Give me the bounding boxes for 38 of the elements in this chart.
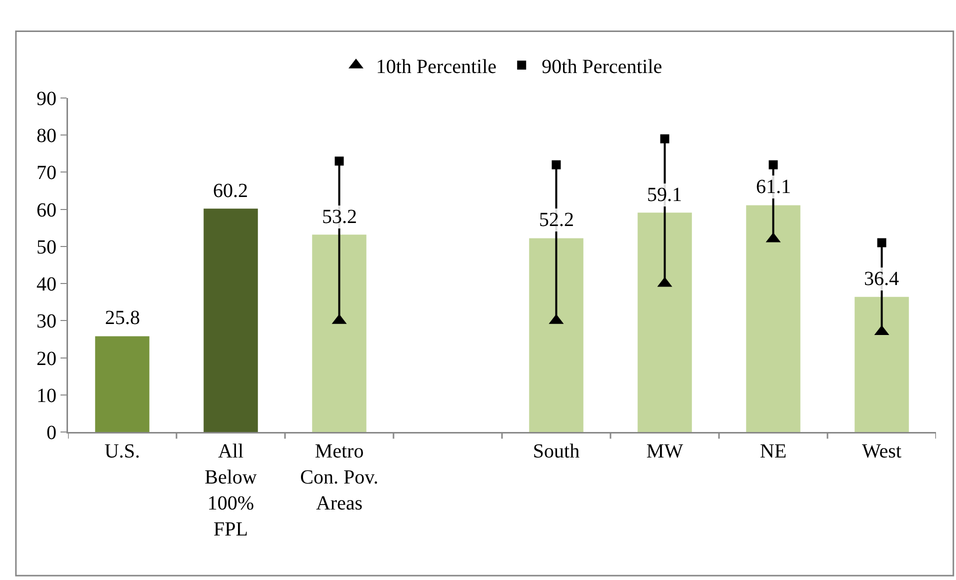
- y-tick-label: 80: [36, 125, 56, 148]
- x-tick-label: U.S.: [104, 440, 140, 462]
- y-tick-label: 40: [36, 274, 56, 296]
- x-tick-label: MW: [646, 440, 684, 462]
- y-tick-label: 70: [36, 162, 56, 184]
- bar: [312, 234, 366, 432]
- data-label: 61.1: [756, 176, 791, 198]
- bar: [529, 238, 584, 432]
- data-label: 59.1: [647, 184, 682, 206]
- y-tick-label: 30: [36, 310, 56, 333]
- y-tick-label: 60: [36, 199, 56, 222]
- x-tick-label: Metro Con. Pov. Areas: [300, 440, 378, 514]
- point: [334, 156, 344, 166]
- data-label: 25.8: [105, 307, 140, 329]
- bar: [746, 205, 800, 432]
- point: [660, 134, 670, 144]
- data-label: 52.2: [539, 209, 574, 231]
- x-tick-label: West: [862, 440, 902, 462]
- x-tick-label: All Below 100% FPL: [204, 440, 258, 540]
- point: [552, 160, 561, 170]
- y-tick-label: 90: [36, 88, 56, 110]
- legend-label: 90th Percentile: [542, 56, 662, 78]
- y-tick-label: 50: [36, 236, 56, 258]
- y-tick-label: 10: [36, 384, 56, 407]
- x-tick-label: South: [532, 440, 580, 462]
- legend-label: 10th Percentile: [376, 56, 497, 78]
- point: [877, 238, 886, 248]
- bar: [638, 212, 692, 432]
- point: [768, 160, 778, 170]
- x-tick-label: NE: [760, 440, 787, 462]
- data-label: 53.2: [322, 206, 357, 228]
- data-label: 60.2: [213, 180, 248, 202]
- bar: [854, 296, 909, 432]
- bar: [95, 336, 150, 432]
- y-tick-label: 0: [46, 422, 56, 444]
- data-label: 36.4: [864, 268, 899, 290]
- y-tick-label: 20: [36, 348, 56, 370]
- bar: [204, 208, 258, 432]
